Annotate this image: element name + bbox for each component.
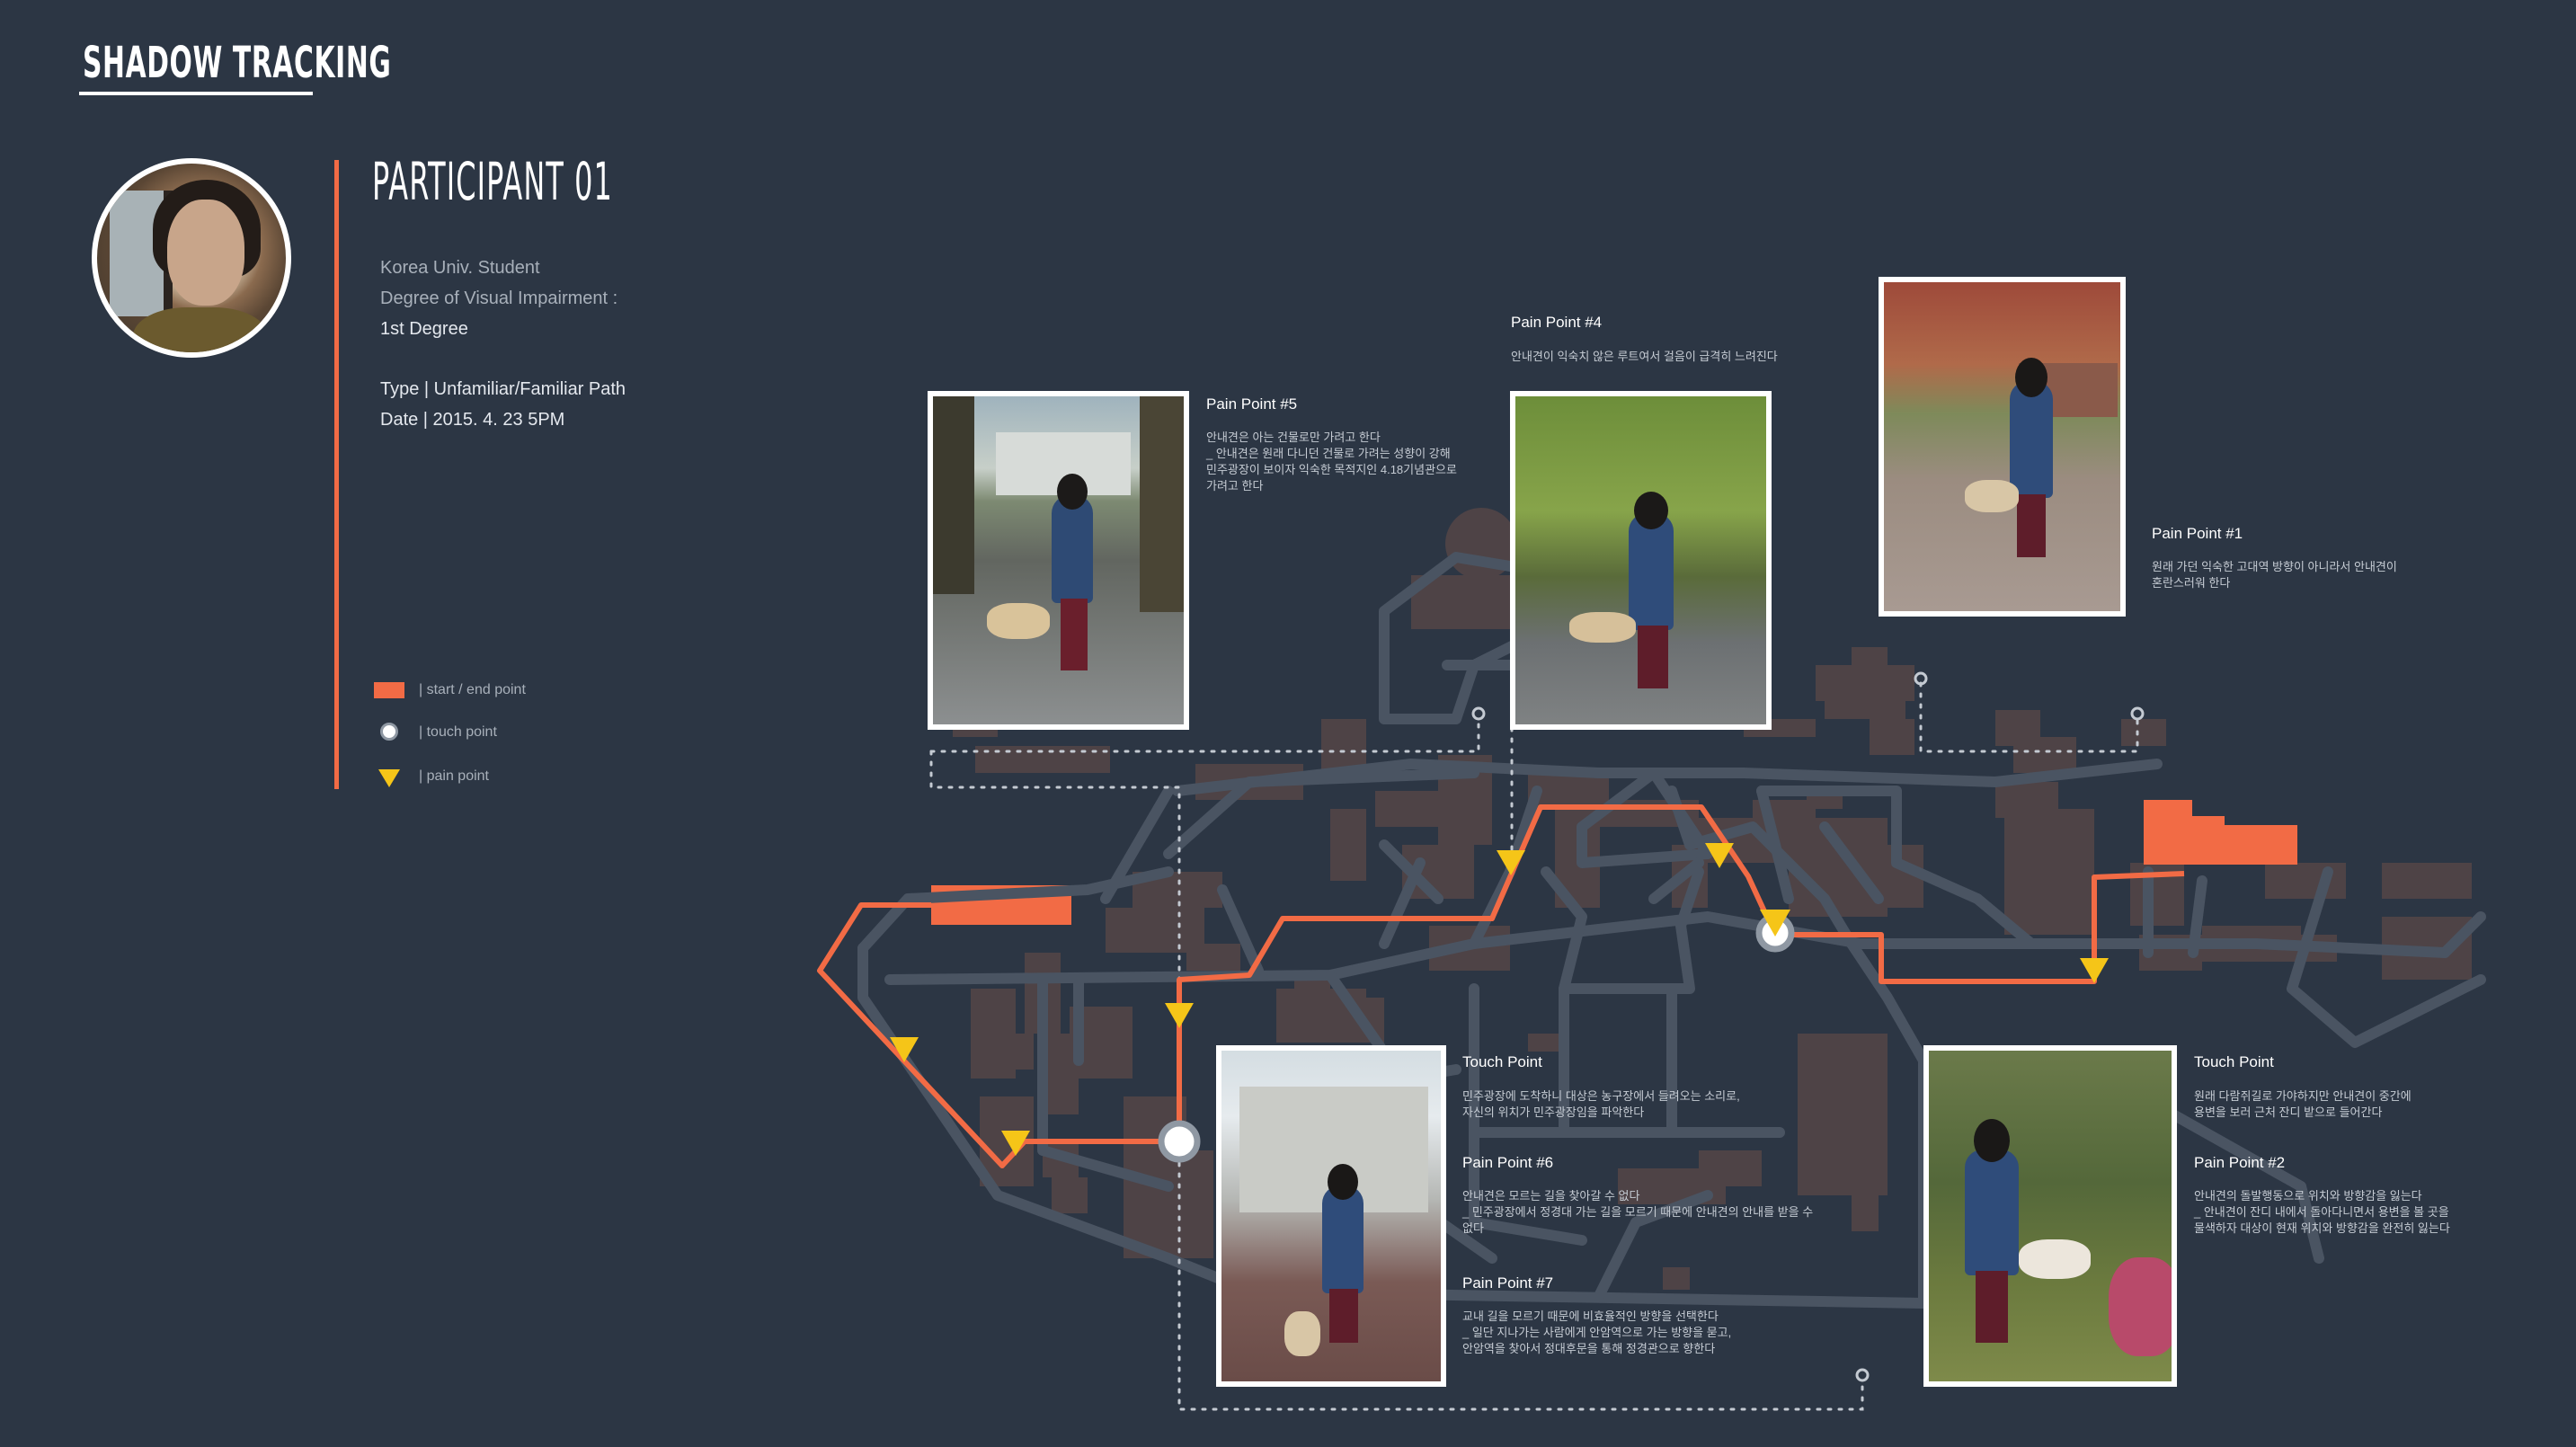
pain-point-1-text: 원래 가던 익숙한 고대역 방향이 아니라서 안내견이 혼란스러워 한다 — [2152, 560, 2397, 590]
participant-divider — [334, 160, 339, 789]
touch-point-icon — [1158, 1120, 1201, 1163]
pain-point-icon — [1165, 1003, 1194, 1028]
photo-touch-point-2 — [1923, 1045, 2177, 1387]
pain-point-7-title: Pain Point #7 — [1462, 1274, 1554, 1292]
photo-touch-point-1 — [1216, 1045, 1446, 1387]
pain-point-6-text: 안내견은 모르는 길을 찾아갈 수 없다 _ 민주광장에서 정경대 가는 길을 … — [1462, 1189, 1814, 1235]
pain-point-icon — [1497, 850, 1525, 875]
participant-date: Date | 2015. 4. 23 5PM — [380, 410, 565, 430]
participant-name: PARTICIPANT 01 — [372, 151, 613, 212]
pain-points — [890, 843, 2109, 1156]
touch-point-1-title: Touch Point — [1462, 1053, 1542, 1070]
participant-type: Type | Unfamiliar/Familiar Path — [380, 379, 626, 399]
photo-pain-point-5 — [928, 391, 1189, 730]
participant-route — [817, 804, 2185, 1168]
pain-point-icon — [890, 1037, 919, 1062]
touch-point-2-text: 원래 다람쥐길로 가야하지만 안내견이 중간에 용변을 보러 근처 잔디 밭으로… — [2194, 1089, 2412, 1119]
end-building — [2144, 800, 2297, 865]
pain-point-icon — [1001, 1131, 1030, 1156]
pain-point-5-text: 안내견은 아는 건물로만 가려고 한다 _ 안내견은 원래 다니던 건물로 가려… — [1206, 431, 1457, 493]
participant-impairment-value: 1st Degree — [380, 319, 468, 339]
pain-point-icon — [2080, 958, 2109, 983]
photo-pain-point-1 — [1879, 277, 2126, 617]
legend-pain-label: | pain point — [419, 768, 489, 784]
pain-point-4-title: Pain Point #4 — [1511, 314, 1603, 331]
photo-pain-point-4 — [1510, 391, 1772, 730]
title-underline — [79, 92, 313, 95]
pain-point-4-text: 안내견이 익숙치 않은 루트여서 걸음이 급격히 느려진다 — [1511, 350, 1778, 363]
touch-point-2-title: Touch Point — [2194, 1053, 2274, 1070]
pain-point-icon — [1760, 910, 1790, 937]
legend-touch-label: | touch point — [419, 724, 497, 740]
pain-point-6-title: Pain Point #6 — [1462, 1154, 1554, 1171]
page-title: SHADOW TRACKING — [83, 38, 392, 88]
touch-point-1-text: 민주광장에 도착하니 대상은 농구장에서 들려오는 소리로, 자신의 위치가 민… — [1462, 1089, 1740, 1119]
legend-start-end-label: | start / end point — [419, 682, 526, 697]
pain-point-2-text: 안내견의 돌발행동으로 위치와 방향감을 잃는다 _ 안내견이 잔디 내에서 돌… — [2194, 1189, 2450, 1235]
participant-avatar — [92, 158, 291, 358]
leader-lines — [929, 681, 2139, 1411]
pain-point-5-title: Pain Point #5 — [1206, 395, 1298, 413]
leader-endpoints — [1471, 671, 2145, 1382]
pain-point-2-title: Pain Point #2 — [2194, 1154, 2286, 1171]
start-end-point-icon — [374, 682, 404, 698]
touch-point-icon — [380, 723, 398, 741]
pain-point-1-title: Pain Point #1 — [2152, 525, 2243, 542]
participant-impairment-label: Degree of Visual Impairment : — [380, 289, 618, 308]
participant-affiliation: Korea Univ. Student — [380, 258, 540, 278]
pain-point-7-text: 교내 길을 모르기 때문에 비효율적인 방향을 선택한다 _ 일단 지나가는 사… — [1462, 1309, 1732, 1355]
pain-point-icon — [1705, 843, 1734, 868]
